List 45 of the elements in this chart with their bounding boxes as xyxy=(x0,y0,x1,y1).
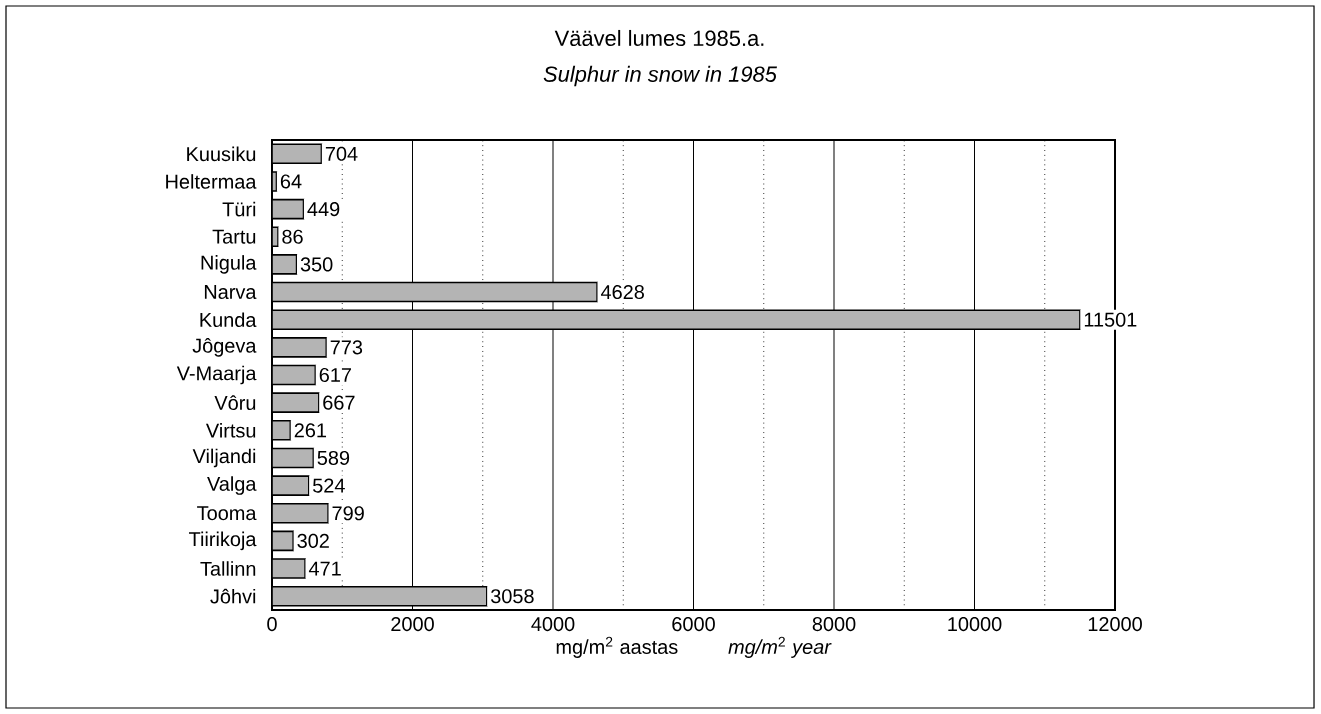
data-label: 11501 xyxy=(1084,312,1137,327)
x-tick-label: 2000 xyxy=(391,617,434,632)
data-label: 64 xyxy=(280,174,302,189)
x-tick-label: 6000 xyxy=(672,617,715,632)
y-tick-label: Tiirikoja xyxy=(189,531,257,551)
data-label: 86 xyxy=(282,229,303,244)
data-label: 704 xyxy=(325,146,358,161)
y-tick-label: Jôhvi xyxy=(210,588,256,604)
x-tick-label: 10000 xyxy=(948,617,1002,632)
y-tick-label: Kuusiku xyxy=(187,146,256,162)
data-label: 4628 xyxy=(600,285,644,300)
y-tick-label: Virtsu xyxy=(205,422,256,438)
y-tick-label: Heltermaa xyxy=(166,174,257,189)
data-label: 471 xyxy=(308,561,341,576)
chart-subtitle: Sulphur in snow in 1985 xyxy=(543,65,777,87)
y-tick-label: V-Maarja xyxy=(176,365,257,385)
data-label: 667 xyxy=(323,395,355,410)
y-tick-label: Tooma xyxy=(197,506,257,521)
x-axis-title: mg/m$^{2}$ aastas xyxy=(556,636,678,658)
data-label: 3058 xyxy=(490,589,534,604)
chart-title: Väävel lumes 1985.a. xyxy=(554,29,764,47)
data-label: 773 xyxy=(330,340,363,355)
x-tick-label: 4000 xyxy=(531,617,575,632)
y-tick-label: Kunda xyxy=(200,312,257,328)
data-label: 302 xyxy=(297,533,329,548)
y-tick-label: Tartu xyxy=(212,229,256,244)
data-label: 350 xyxy=(300,257,333,272)
data-label: 449 xyxy=(307,202,340,217)
y-tick-label: Türi xyxy=(222,201,256,217)
y-tick-label: Narva xyxy=(204,285,257,299)
data-label: 799 xyxy=(332,506,364,521)
data-label: 589 xyxy=(317,450,350,465)
x-tick-label: 8000 xyxy=(812,617,856,632)
y-tick-label: Tallinn xyxy=(200,561,256,576)
x-tick-label: 12000 xyxy=(1088,617,1142,632)
y-tick-label: Vôru xyxy=(214,395,256,410)
data-label: 524 xyxy=(313,478,345,493)
y-tick-label: Valga xyxy=(207,476,257,495)
y-tick-label: Viljandi xyxy=(192,448,256,468)
text: mg/m$^{2}$ year xyxy=(728,636,832,658)
data-label: 617 xyxy=(319,367,351,383)
y-tick-label: Nigula xyxy=(201,255,257,274)
data-label: 261 xyxy=(294,423,327,438)
y-tick-label: Jôgeva xyxy=(192,338,257,357)
x-tick-label: 0 xyxy=(267,617,277,632)
